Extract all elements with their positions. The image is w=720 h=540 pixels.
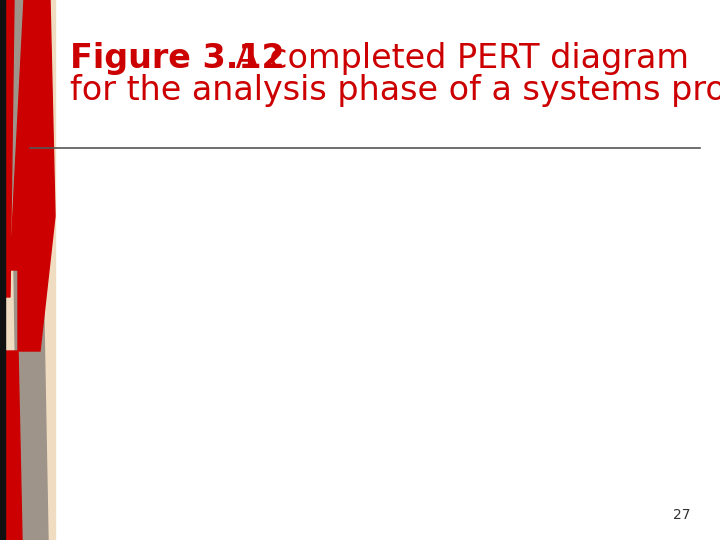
Text: Figure 3.12: Figure 3.12 xyxy=(70,42,284,75)
Polygon shape xyxy=(2,351,22,540)
Text: 27: 27 xyxy=(672,508,690,522)
Bar xyxy=(0,0,55,540)
Text: for the analysis phase of a systems project: for the analysis phase of a systems proj… xyxy=(70,75,720,107)
Text: A completed PERT diagram: A completed PERT diagram xyxy=(225,42,689,75)
Polygon shape xyxy=(10,0,48,540)
Polygon shape xyxy=(2,0,14,297)
Polygon shape xyxy=(0,0,5,540)
Polygon shape xyxy=(10,0,55,351)
